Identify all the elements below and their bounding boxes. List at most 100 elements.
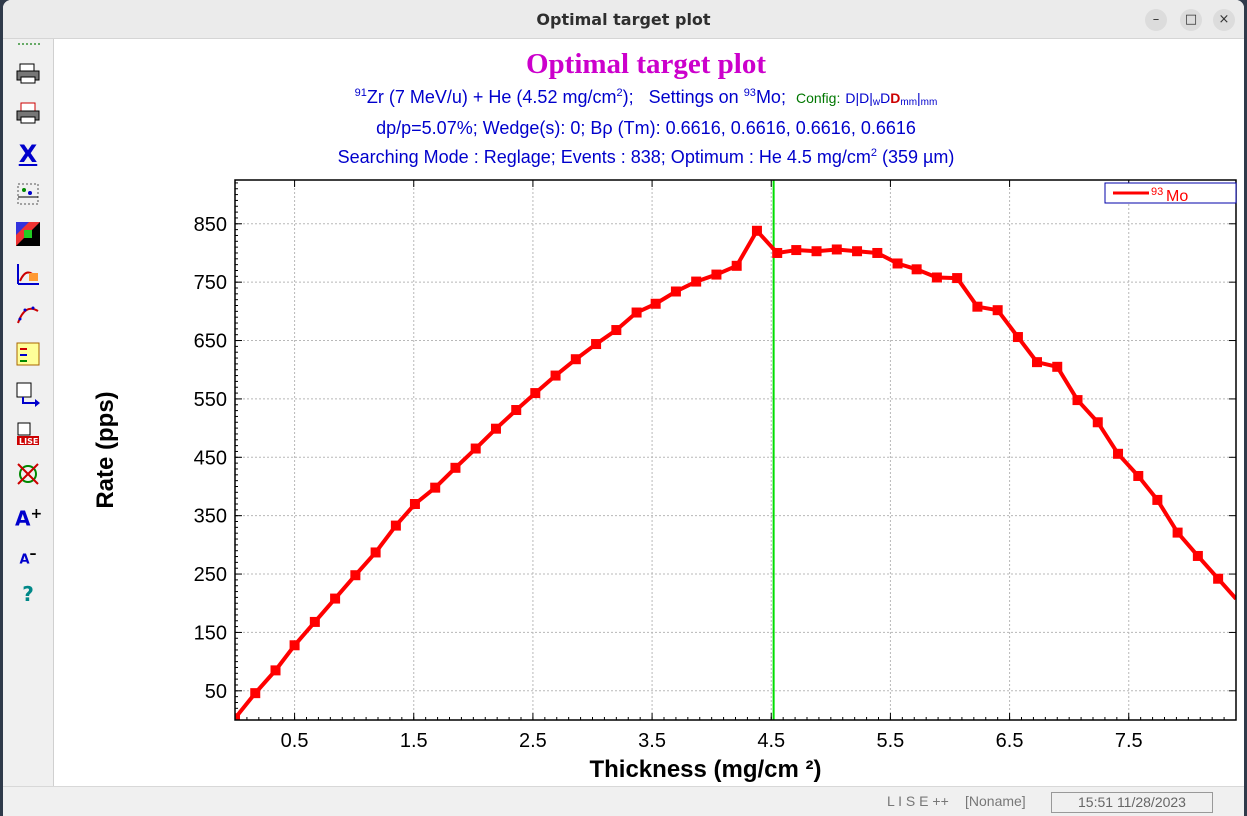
data-point [670, 286, 681, 297]
status-time: 15:51 11/28/2023 [1051, 792, 1213, 813]
rate-chart[interactable]: 50 150 250 350 450 550 650 750 850 0.5 1.5 2.5 3.5 4.… [3, 0, 1244, 816]
print-preview-icon[interactable] [15, 101, 41, 127]
font-increase-icon[interactable]: A+ [15, 506, 43, 531]
data-point [1152, 494, 1163, 505]
settings-element: Mo; [755, 87, 786, 107]
y-axis-label: Rate (pps) [92, 391, 119, 508]
close-button[interactable]: × [1213, 9, 1235, 31]
zoom-xy-icon[interactable] [15, 181, 41, 207]
status-file: [Noname] [965, 793, 1026, 809]
y-tick-label: 450 [194, 447, 227, 469]
data-point [591, 339, 602, 350]
y-tick-label: 650 [194, 331, 227, 353]
data-point [1172, 527, 1183, 538]
data-point [731, 260, 742, 271]
settings-label: Settings on [648, 87, 739, 107]
x-tick-label: 4.5 [757, 730, 785, 752]
svg-text:LISE: LISE [19, 437, 38, 446]
data-point [931, 272, 942, 283]
y-tick-label: 850 [194, 214, 227, 236]
series-line-end [1216, 577, 1236, 601]
data-point [772, 247, 783, 258]
left-toolbar: X LISE A+ A– ? [3, 39, 54, 799]
search-line: Searching Mode : Reglage; Events : 838; … [337, 147, 955, 167]
data-point [1052, 361, 1063, 372]
x-tick-label: 0.5 [281, 730, 309, 752]
optics-line: dp/p=5.07%; Wedge(s): 0; Bρ (Tm): 0.6616… [376, 118, 916, 138]
data-point [470, 443, 481, 454]
data-point [972, 301, 983, 312]
status-bar: L I S E ++ [Noname] 15:51 11/28/2023 [3, 786, 1244, 816]
minimize-button[interactable]: – [1145, 9, 1167, 31]
data-point [570, 354, 581, 365]
font-decrease-icon[interactable]: A– [19, 546, 37, 568]
data-point [711, 269, 722, 280]
data-point [409, 499, 420, 509]
toolbar-grip[interactable] [18, 43, 40, 49]
legend: 93 Mo [1104, 182, 1237, 205]
y-tick-label: 50 [205, 681, 227, 703]
data-point [892, 258, 903, 269]
legend-sup: 93 [1151, 186, 1163, 198]
legend-label: Mo [1166, 188, 1188, 205]
proj-mass: 91 [354, 87, 367, 99]
y-tick-label: 250 [194, 564, 227, 586]
print-icon[interactable] [15, 61, 41, 87]
data-point [530, 388, 541, 399]
x-tick-label: 7.5 [1115, 730, 1143, 752]
data-point [791, 245, 802, 256]
help-icon[interactable]: ? [22, 582, 34, 606]
color-palette-icon[interactable] [15, 221, 41, 247]
proj-unit-sup: 2 [616, 87, 623, 99]
data-point [330, 593, 341, 604]
data-point [1012, 332, 1023, 343]
data-point [831, 244, 842, 255]
x-tick-label: 2.5 [519, 730, 547, 752]
reaction-line: 91Zr (7 MeV/u) + He (4.52 mg/cm2); Setti… [51, 87, 1241, 108]
cut-icon[interactable]: X [18, 140, 38, 168]
x-tick-label: 5.5 [877, 730, 905, 752]
proj-end: ); [622, 87, 634, 107]
data-point [309, 616, 320, 627]
data-point [631, 307, 642, 318]
data-point [1192, 550, 1203, 561]
data-point [550, 370, 561, 381]
x-tick-label: 6.5 [996, 730, 1024, 752]
data-point [872, 247, 883, 258]
status-app: L I S E ++ [887, 793, 949, 809]
config-label: Config: [795, 90, 841, 106]
series-group [235, 225, 1236, 720]
curve-fit-icon[interactable] [15, 301, 41, 327]
title-bar[interactable]: Optimal target plot – □ × [3, 0, 1244, 39]
maximize-button[interactable]: □ [1180, 9, 1202, 31]
data-point [511, 405, 522, 416]
x-axis-label: Thickness (mg/cm ²) [589, 756, 821, 783]
settings-mass: 93 [743, 87, 756, 99]
data-point [370, 547, 381, 558]
plot-settings-icon[interactable] [15, 261, 41, 287]
plot-frame [234, 179, 1237, 721]
window-title: Optimal target plot [536, 10, 711, 29]
data-point [1031, 357, 1042, 368]
x-tick-label: 3.5 [638, 730, 666, 752]
data-point [350, 570, 361, 581]
data-point [1072, 395, 1083, 406]
y-tick-label: 350 [194, 506, 227, 528]
data-point [650, 298, 661, 309]
y-tick-label: 750 [194, 272, 227, 294]
data-point [490, 423, 501, 434]
data-point [611, 325, 622, 336]
export-icon[interactable] [15, 381, 41, 407]
data-point [911, 264, 922, 275]
data-point [390, 520, 401, 531]
data-point [751, 225, 762, 236]
legend-icon[interactable] [15, 341, 41, 367]
data-point [1113, 448, 1124, 459]
data-point [1133, 470, 1144, 481]
data-point [289, 640, 300, 651]
lise-export-icon[interactable]: LISE [15, 421, 41, 447]
legend-box [1104, 182, 1237, 204]
data-point [450, 462, 461, 473]
clear-marker-icon[interactable] [15, 461, 41, 487]
data-point [250, 688, 261, 699]
